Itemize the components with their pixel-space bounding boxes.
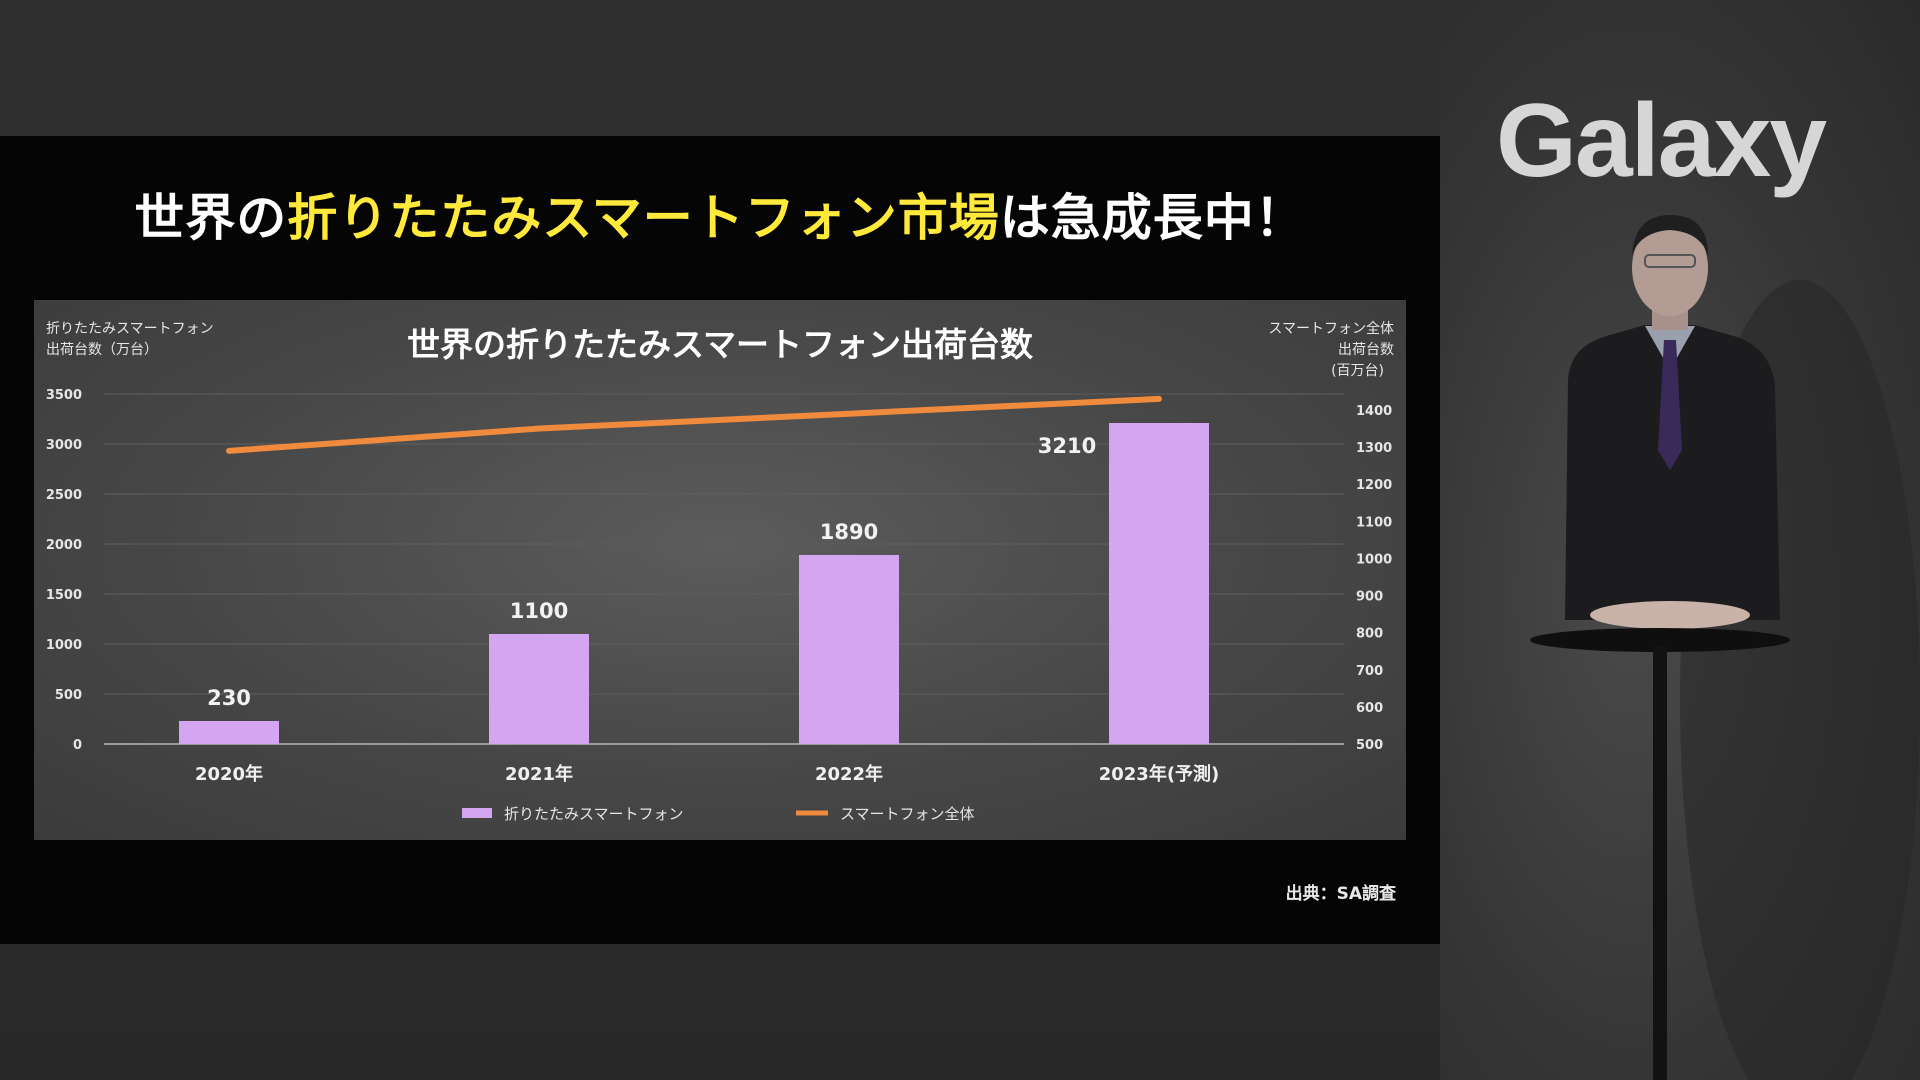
y-right-tick-label: 500 (1356, 738, 1383, 753)
y-right-tick-label: 900 (1356, 590, 1383, 605)
legend-label-foldable: 折りたたみスマートフォン (504, 805, 684, 823)
total-smartphone-line (226, 395, 1162, 454)
y-left-tick-label: 1000 (46, 638, 82, 653)
x-tick-label: 2020年 (195, 763, 263, 785)
bar-2023年(予測) (1109, 423, 1209, 744)
bar-series: 230 1100 1890 3210 (179, 423, 1209, 744)
presenter-hands (1590, 601, 1750, 629)
y-right-tick-label: 1000 (1356, 552, 1392, 567)
slide-title: 世界の折りたたみスマートフォン市場は急成長中！ (0, 178, 1440, 250)
presenter-figure (1530, 215, 1920, 1080)
shipment-chart: 世界の折りたたみスマートフォン出荷台数 折りたたみスマートフォン 出荷台数（万台… (46, 320, 1394, 823)
legend-swatch-foldable (462, 808, 492, 818)
y-left-tick-label: 500 (55, 688, 82, 703)
chart-title: 世界の折りたたみスマートフォン出荷台数 (407, 325, 1034, 364)
bar-2021年 (489, 634, 589, 744)
x-tick-label: 2023年(予測) (1099, 763, 1220, 785)
y-right-tick-label: 1400 (1356, 404, 1392, 419)
x-tick-label: 2021年 (505, 763, 573, 785)
y-axis-left-label-line1: 折りたたみスマートフォン (46, 321, 214, 337)
bar-data-label: 1890 (820, 520, 878, 544)
bar-data-label: 230 (207, 686, 251, 710)
x-tick-label: 2022年 (815, 763, 883, 785)
y-right-tick-label: 800 (1356, 627, 1383, 642)
slide-title-highlight: 折りたたみスマートフォン市場 (287, 189, 1000, 247)
y-left-tick-label: 3000 (46, 438, 82, 453)
presentation-slide: 世界の折りたたみスマートフォン市場は急成長中！ 世界の折りたたみスマートフォン出… (0, 136, 1440, 944)
y-right-tick-label: 1200 (1356, 478, 1392, 493)
bar-data-label: 1100 (510, 599, 568, 623)
galaxy-logo: Galaxy (1496, 83, 1827, 199)
presenter-hair (1632, 215, 1708, 255)
bar-data-label: 3210 (1038, 434, 1096, 458)
y-right-tick-label: 1100 (1356, 515, 1392, 530)
y-axis-right-label-line1: スマートフォン全体 (1268, 320, 1394, 337)
y-axis-right-label-line2: 出荷台数 (1338, 342, 1394, 358)
bar-2020年 (179, 721, 279, 744)
bar-2022年 (799, 555, 899, 744)
y-right-tick-label: 1300 (1356, 441, 1392, 456)
y-right-tick-label: 600 (1356, 701, 1383, 716)
y-axis-right-label-line3: (百万台) (1331, 363, 1384, 379)
x-axis-labels: 2020年 2021年 2022年 2023年(予測) (195, 763, 1219, 785)
y-left-tick-label: 1500 (46, 588, 82, 603)
podium-top (1530, 628, 1790, 652)
y-left-tick-label: 3500 (46, 388, 82, 403)
slide-title-part3: は急成長中！ (999, 189, 1306, 247)
y-axis-left-ticks: 0 500 1000 1500 2000 2500 3000 3500 (46, 388, 82, 753)
y-axis-left-label-line2: 出荷台数（万台） (46, 342, 158, 358)
line-series (226, 395, 1162, 454)
y-left-tick-label: 2000 (46, 538, 82, 553)
legend-label-total: スマートフォン全体 (840, 805, 975, 823)
y-right-tick-label: 700 (1356, 664, 1383, 679)
legend: 折りたたみスマートフォン スマートフォン全体 (462, 805, 975, 823)
y-axis-right-ticks: 500 600 700 800 900 1000 1100 1200 1300 1400 (1356, 404, 1392, 753)
presenter-tie (1658, 340, 1682, 470)
presenter-glasses (1644, 254, 1696, 268)
slide-title-part1: 世界の (134, 189, 288, 247)
stage-right-panel: Galaxy (1440, 0, 1920, 1080)
y-left-tick-label: 0 (73, 738, 82, 753)
chart-panel: 世界の折りたたみスマートフォン出荷台数 折りたたみスマートフォン 出荷台数（万台… (34, 300, 1406, 840)
y-left-tick-label: 2500 (46, 488, 82, 503)
podium-stand (1653, 646, 1667, 1080)
presenter-body (1565, 325, 1780, 620)
source-note: 出典：SA調査 (1285, 884, 1396, 904)
